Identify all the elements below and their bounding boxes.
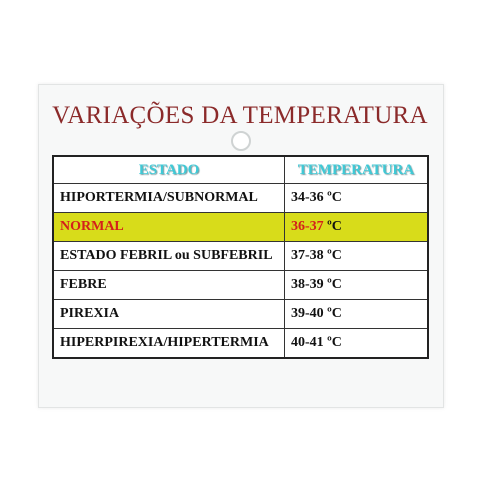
table-row: PIREXIA 39-40 ºC	[52, 299, 429, 329]
temperature-cell: 34-36 ºC	[284, 183, 429, 213]
header-row: ESTADO TEMPERATURA	[52, 155, 429, 184]
temperature-cell: 39-40 ºC	[284, 299, 429, 329]
header-cell: TEMPERATURA	[284, 155, 429, 184]
hanging-hole	[231, 131, 251, 151]
temperature-unit: ºC	[327, 190, 342, 205]
table-row: NORMAL 36-37 ºC	[52, 212, 429, 242]
state-cell: NORMAL	[52, 212, 285, 242]
temperature-range: 39-40	[291, 306, 324, 321]
state-cell: HIPERPIREXIA/HIPERTERMIA	[52, 328, 285, 359]
temperature-unit: ºC	[327, 335, 342, 350]
temperature-table: ESTADO TEMPERATURA HIPORTERMIA/SUBNORMAL…	[52, 155, 429, 359]
temperature-unit: ºC	[327, 306, 342, 321]
temperature-unit: ºC	[327, 219, 342, 234]
temperature-range: 36-37	[291, 219, 324, 234]
temperature-cell: 38-39 ºC	[284, 270, 429, 300]
state-cell: ESTADO FEBRIL ou SUBFEBRIL	[52, 241, 285, 271]
temperature-cell: 37-38 ºC	[284, 241, 429, 271]
table-body: HIPORTERMIA/SUBNORMAL 34-36 ºC NORMAL 36-37…	[52, 183, 429, 359]
state-cell: FEBRE	[52, 270, 285, 300]
title: VARIAÇÕES DA TEMPERATURA	[52, 102, 428, 129]
state-cell: HIPORTERMIA/SUBNORMAL	[52, 183, 285, 213]
table-row: HIPERPIREXIA/HIPERTERMIA 40-41 ºC	[52, 328, 429, 359]
state-cell: PIREXIA	[52, 299, 285, 329]
temperature-cell: 36-37 ºC	[284, 212, 429, 242]
table-row: HIPORTERMIA/SUBNORMAL 34-36 ºC	[52, 183, 429, 213]
temperature-unit: ºC	[327, 277, 342, 292]
table-row: FEBRE 38-39 ºC	[52, 270, 429, 300]
temperature-range: 34-36	[291, 190, 324, 205]
temperature-cell: 40-41 ºC	[284, 328, 429, 359]
temperature-unit: ºC	[327, 248, 342, 263]
temperature-range: 38-39	[291, 277, 324, 292]
temperature-range: 40-41	[291, 335, 324, 350]
temperature-range: 37-38	[291, 248, 324, 263]
table-row: ESTADO FEBRIL ou SUBFEBRIL 37-38 ºC	[52, 241, 429, 271]
header-cell: ESTADO	[52, 155, 285, 184]
